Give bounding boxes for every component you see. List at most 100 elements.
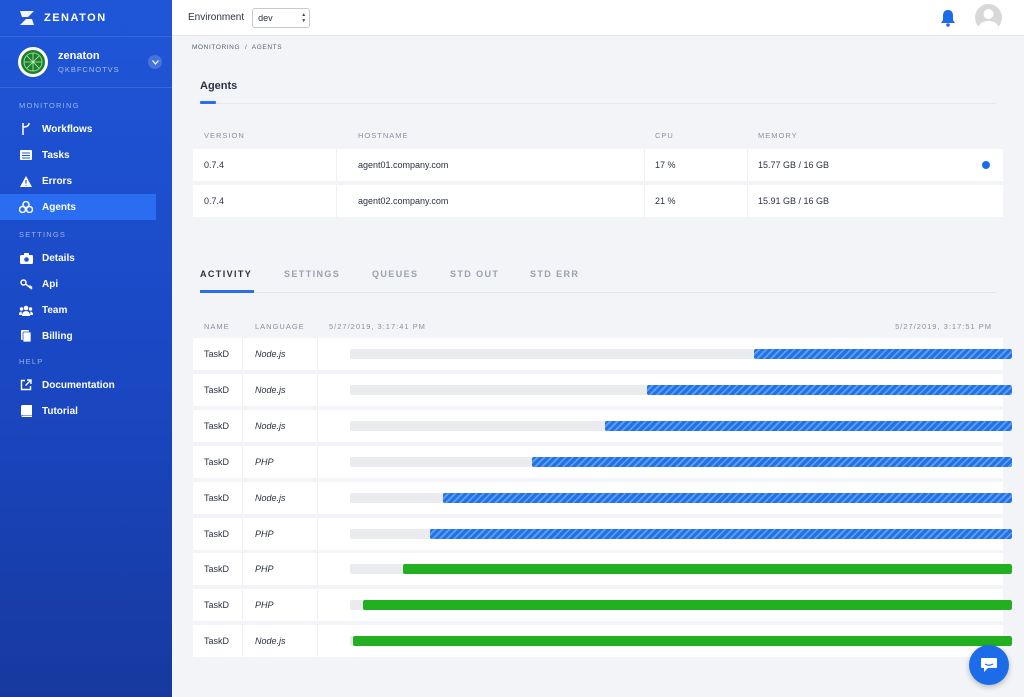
tab-bar: ACTIVITY SETTINGS QUEUES STD OUT STD ERR — [200, 269, 996, 293]
cell-divider — [747, 149, 748, 181]
column-header-version: VERSION — [204, 131, 245, 140]
table-row[interactable]: 0.7.4 agent02.company.com 21 % 15.91 GB … — [193, 185, 1003, 217]
sidebar-item-label: Billing — [42, 330, 73, 342]
cell-divider — [336, 149, 337, 181]
agent-cpu: 17 % — [655, 160, 676, 170]
list-item[interactable]: TaskD PHP — [193, 445, 1012, 478]
chat-button[interactable] — [969, 645, 1009, 685]
workflow-icon — [19, 122, 33, 136]
user-avatar[interactable] — [975, 4, 1002, 31]
timeline-start-time: 5/27/2019, 3:17:41 PM — [329, 322, 426, 331]
cell-divider — [317, 625, 318, 658]
tab-activity[interactable]: ACTIVITY — [200, 269, 253, 279]
account-id: QKBFCNOTVS — [58, 65, 120, 74]
timeline-bar[interactable] — [353, 636, 1012, 647]
tab-queues[interactable]: QUEUES — [372, 269, 419, 279]
timeline-bar[interactable] — [443, 492, 1012, 503]
cell-divider — [242, 517, 243, 550]
list-item[interactable]: TaskD Node.js — [193, 625, 1012, 658]
task-name: TaskD — [204, 564, 230, 575]
tabs-divider — [200, 292, 996, 293]
tab-std-err[interactable]: STD ERR — [530, 269, 580, 279]
task-name: TaskD — [204, 636, 230, 647]
chevron-down-icon[interactable] — [148, 55, 162, 69]
list-item[interactable]: TaskD PHP — [193, 517, 1012, 550]
org-avatar — [18, 47, 48, 77]
cell-divider — [317, 517, 318, 550]
sidebar-item-label: Api — [42, 278, 59, 290]
sidebar-item-workflows[interactable]: Workflows — [0, 116, 156, 142]
timeline-bar[interactable] — [532, 456, 1012, 467]
list-item[interactable]: TaskD Node.js — [193, 373, 1012, 406]
list-item[interactable]: TaskD PHP — [193, 589, 1012, 622]
task-language: Node.js — [255, 636, 286, 647]
nav-section-monitoring: MONITORING Workflows Tasks Errors Agents — [0, 101, 172, 220]
list-item[interactable]: TaskD Node.js — [193, 481, 1012, 514]
user-icon — [978, 9, 999, 31]
task-language: Node.js — [255, 349, 286, 359]
timeline-track — [350, 384, 1012, 395]
timeline-track — [350, 456, 1012, 467]
environment-select[interactable]: dev ▲ ▼ — [252, 7, 311, 28]
list-item[interactable]: TaskD Node.js — [193, 338, 1012, 370]
sidebar-item-api[interactable]: Api — [0, 271, 156, 297]
timeline-end-time: 5/27/2019, 3:17:51 PM — [895, 322, 992, 331]
agent-cpu: 21 % — [655, 196, 676, 206]
account-name: zenaton — [58, 50, 100, 62]
list-item[interactable]: TaskD Node.js — [193, 409, 1012, 442]
sidebar-item-billing[interactable]: Billing — [0, 323, 156, 349]
active-tab-underline — [200, 290, 254, 293]
sidebar-item-agents[interactable]: Agents — [0, 194, 156, 220]
external-link-icon — [19, 378, 33, 392]
timeline-track — [350, 492, 1012, 503]
timeline-bar[interactable] — [430, 528, 1012, 539]
bell-icon[interactable] — [940, 9, 956, 27]
timeline-track — [350, 420, 1012, 431]
brand[interactable]: ZENATON — [0, 0, 172, 36]
sidebar-item-label: Tutorial — [42, 405, 78, 417]
cell-divider — [317, 373, 318, 406]
sidebar-item-tutorial[interactable]: Tutorial — [0, 398, 156, 424]
cell-divider — [242, 409, 243, 442]
sidebar-item-label: Tasks — [42, 149, 70, 161]
team-icon — [19, 303, 33, 317]
cell-divider — [317, 445, 318, 478]
topbar: Environment dev ▲ ▼ — [172, 0, 1024, 36]
tab-std-out[interactable]: STD OUT — [450, 269, 500, 279]
task-language: Node.js — [255, 420, 286, 431]
task-name: TaskD — [204, 528, 230, 539]
timeline-bar[interactable] — [754, 349, 1012, 359]
book-icon — [19, 404, 33, 418]
timeline-bar[interactable] — [403, 564, 1012, 575]
sidebar-item-tasks[interactable]: Tasks — [0, 142, 156, 168]
account-switcher[interactable]: zenaton QKBFCNOTVS — [0, 36, 172, 88]
sidebar-item-errors[interactable]: Errors — [0, 168, 156, 194]
column-header-language: LANGUAGE — [255, 322, 305, 331]
main-content: MONITORING / AGENTS Agents VERSION HOSTN… — [172, 36, 1024, 697]
timeline-track — [350, 349, 1012, 359]
sidebar-item-documentation[interactable]: Documentation — [0, 372, 156, 398]
timeline-bar[interactable] — [605, 420, 1012, 431]
timeline-bar[interactable] — [647, 384, 1012, 395]
cell-divider — [336, 185, 337, 217]
table-row[interactable]: 0.7.4 agent01.company.com 17 % 15.77 GB … — [193, 149, 1003, 181]
agent-memory: 15.77 GB / 16 GB — [758, 160, 830, 170]
list-item[interactable]: TaskD PHP — [193, 553, 1012, 586]
nav-section-help: HELP Documentation Tutorial — [0, 357, 172, 424]
sidebar-item-label: Details — [42, 252, 75, 264]
tab-settings[interactable]: SETTINGS — [284, 269, 341, 279]
agent-version: 0.7.4 — [204, 196, 225, 206]
sidebar-item-details[interactable]: Details — [0, 245, 156, 271]
task-language: PHP — [255, 456, 274, 467]
select-arrows-icon: ▲ ▼ — [301, 11, 307, 24]
camera-icon — [19, 251, 33, 265]
cell-divider — [242, 338, 243, 370]
cell-divider — [242, 553, 243, 586]
cell-divider — [317, 553, 318, 586]
column-header-name: NAME — [204, 322, 230, 331]
timeline-bar[interactable] — [363, 600, 1012, 611]
title-divider — [200, 103, 996, 104]
cell-divider — [317, 409, 318, 442]
sidebar-item-team[interactable]: Team — [0, 297, 156, 323]
agents-icon — [19, 200, 33, 214]
